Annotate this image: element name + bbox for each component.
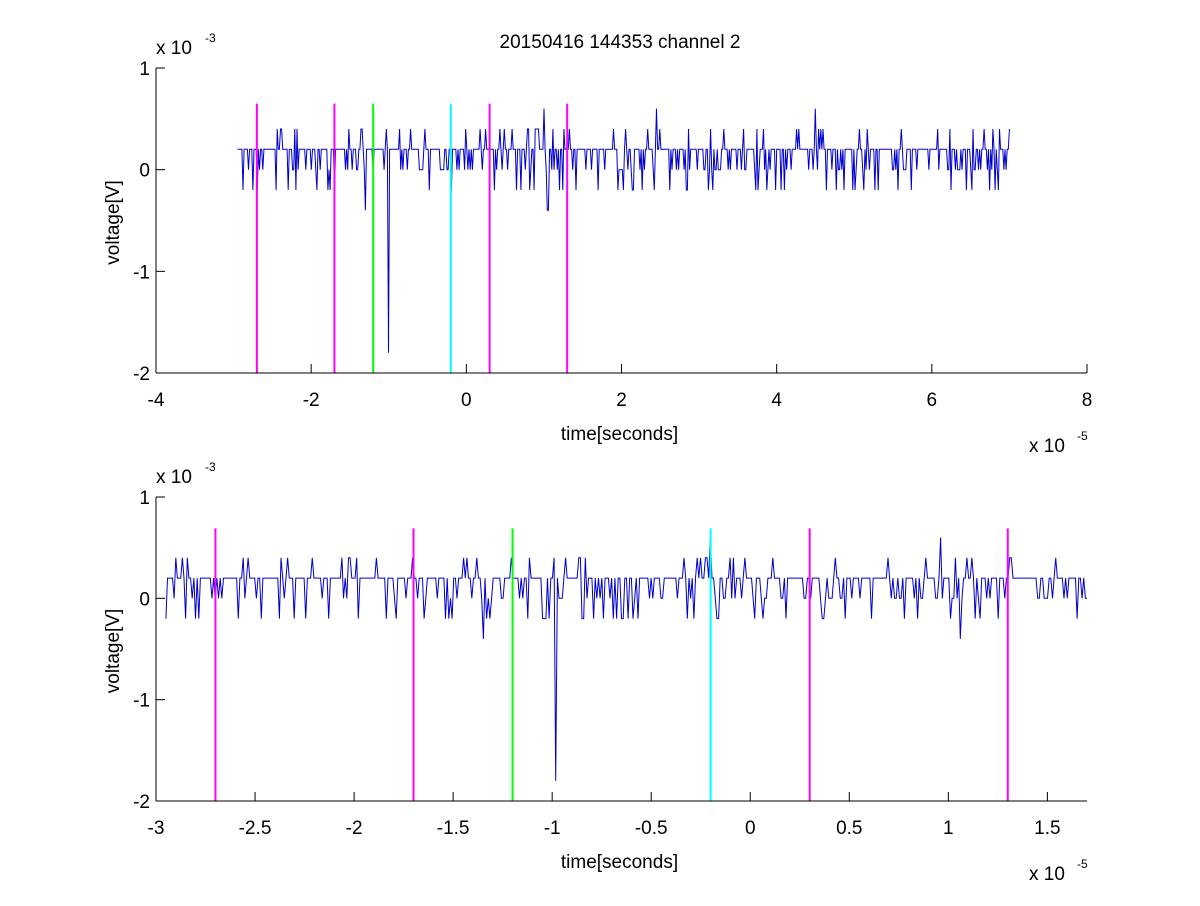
x-multiplier-exponent: -5 (1077, 857, 1088, 871)
x-tick-label: -4 (148, 390, 165, 411)
x-tick-label: 0 (461, 390, 472, 411)
y-axis-label: voltage[V] (103, 180, 124, 265)
x-tick-label: -3 (148, 818, 165, 839)
signal-trace (237, 108, 1010, 353)
x-tick-label: 1.5 (1034, 818, 1060, 839)
x-tick-label: 1 (943, 818, 954, 839)
bottom-plot: -3 -2.5 -2 -1.5 -1 -0.5 0 0.5 1 1.5 -2 -1 0 1 x 10 -3 x … (103, 460, 1088, 885)
x-tick-label: -1 (544, 818, 561, 839)
x-tick-label: 6 (927, 390, 938, 411)
top-plot: -4 -2 0 2 4 6 8 -2 -1 0 1 x 10 -3 x 10 -5 time[seconds]… (103, 31, 1092, 457)
x-multiplier-exponent: -5 (1077, 429, 1088, 443)
x-multiplier: x 10 (1029, 864, 1065, 885)
y-multiplier-exponent: -3 (205, 460, 216, 474)
x-tick-label: 4 (771, 390, 782, 411)
y-tick-label: 1 (139, 59, 150, 80)
y-tick-label: 1 (139, 488, 150, 509)
x-axis-label: time[seconds] (561, 424, 678, 445)
y-multiplier: x 10 (156, 38, 192, 59)
x-tick-label: 0 (745, 818, 756, 839)
y-tick-label: -2 (133, 364, 150, 385)
x-multiplier: x 10 (1029, 436, 1065, 457)
x-tick-label: -0.5 (635, 818, 668, 839)
figure-title: 20150416 144353 channel 2 (500, 32, 741, 53)
y-tick-label: -1 (133, 691, 150, 712)
y-tick-label: -1 (133, 262, 150, 283)
x-tick-label: -2 (303, 390, 320, 411)
y-multiplier-exponent: -3 (205, 31, 216, 45)
y-tick-label: 0 (139, 161, 150, 182)
y-multiplier: x 10 (156, 467, 192, 488)
y-axis-label: voltage[V] (103, 609, 124, 694)
y-tick-label: -2 (133, 792, 150, 813)
x-tick-label: -2 (346, 818, 363, 839)
signal-trace (165, 537, 1087, 781)
x-tick-label: 2 (616, 390, 627, 411)
y-tick-label: 0 (139, 589, 150, 610)
x-tick-label: 8 (1082, 390, 1093, 411)
x-axis-label: time[seconds] (561, 852, 678, 873)
x-tick-label: -1.5 (437, 818, 470, 839)
x-tick-label: 0.5 (836, 818, 862, 839)
x-tick-label: -2.5 (239, 818, 272, 839)
